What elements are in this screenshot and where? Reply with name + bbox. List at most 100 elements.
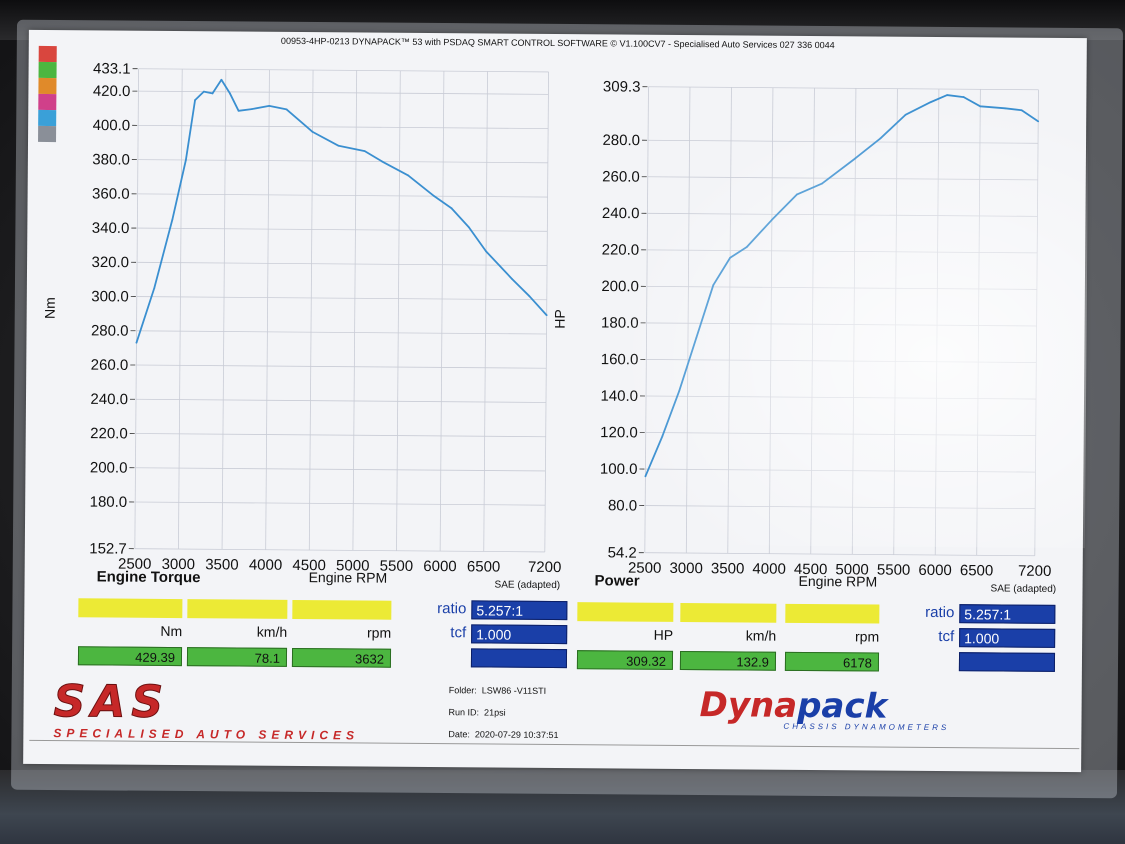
power-x-tick-label: 6500 [960,562,994,579]
torque-gridline-y [135,467,546,472]
power-gridline-x [727,87,732,554]
torque-x-tick-label: 4500 [292,557,326,574]
torque-tcf-value: 1.000 [471,624,568,645]
power-data-point [796,193,798,196]
power-gridline-x [893,88,898,555]
power-y-tick-label: 240.0 [602,205,640,222]
dynapack-logo-a: Dyna [699,685,798,726]
torque-y-tick-label: 300.0 [91,288,129,305]
power-x-tick-label: 5000 [835,561,869,578]
torque-data-point [184,159,187,161]
torque-value-rpm: 3632 [291,647,392,668]
power-yellow-1 [577,602,674,622]
power-gridline-x [976,89,981,556]
power-gridline-x [810,88,815,555]
torque-y-tick-label: 180.0 [90,494,128,511]
torque-gridline-x [352,70,358,551]
power-unit-hp: HP [653,626,674,643]
torque-yellow-3 [292,599,392,620]
torque-gridline-x [265,69,270,550]
power-value-kmh: 132.9 [679,650,777,671]
torque-gridline-y [138,68,549,73]
power-yellow-2 [680,602,777,623]
power-gridline-x [768,87,774,554]
torque-gridline-x [221,69,227,550]
power-gridline-y [646,322,1037,327]
torque-ratio-value: 5.257:1 [471,600,568,621]
power-gridline-x [934,89,940,555]
power-unit-kmh: km/h [745,627,777,644]
sas-logo: SAS [53,676,170,729]
power-gridline-y [646,395,1037,400]
power-x-tick-label: 7200 [1018,563,1052,580]
power-data-point [1004,107,1007,110]
torque-data-point [220,78,223,81]
torque-gridline-y [135,433,546,438]
power-data-point [661,435,664,438]
power-x-tick-label: 2500 [628,560,662,577]
torque-gridline-x [544,71,549,552]
power-ratio-label: ratio [925,603,955,622]
torque-y-tick-label: 400.0 [93,117,131,134]
power-y-axis-title: HP [552,309,568,329]
power-data-point [854,157,857,160]
power-gridline-y [645,432,1036,436]
torque-data-point [363,150,366,153]
dyno-charts: 152.7 180.0 200.0 220.0 240.0 260.0 280.0 300.0… [42,60,1052,580]
torque-value-kmh: 78.1 [186,647,288,667]
power-x-tick-label: 4500 [794,561,828,578]
torque-x-tick-label: 3000 [162,556,196,573]
torque-y-tick-label: 200.0 [90,459,128,476]
dyno-sheet: 00953-4HP-0213 DYNAPACK™ 53 with PSDAQ S… [23,29,1089,773]
power-data-point [729,256,732,259]
torque-x-tick-label: 4000 [249,557,283,574]
folder-value: LSW86 -V11STI [481,685,547,696]
power-y-tick-label: 80.0 [608,497,637,514]
power-data-point [745,246,748,248]
torque-x-tick-label: 5000 [336,557,370,574]
power-gridline-x [644,86,649,553]
torque-data-point [433,195,436,198]
torque-gridline-x [178,69,183,550]
power-x-tick-label: 3000 [669,560,703,577]
torque-y-tick-label: 220.0 [90,425,128,442]
torque-x-tick-label: 2500 [118,556,152,573]
power-yellow-3 [785,603,880,624]
torque-gridline-y [135,501,546,506]
torque-y-tick-label: 340.0 [92,220,130,237]
torque-y-tick-label: 433.1 [93,60,131,77]
power-y-tick-label: 100.0 [600,461,638,478]
torque-x-tick-label: 5500 [380,558,414,575]
power-tcf-value: 1.000 [959,628,1056,648]
power-data-point [770,218,773,221]
torque-y-axis-title: Nm [42,297,58,319]
torque-gridline-y [136,364,547,369]
power-y-tick-label: 120.0 [600,424,638,441]
torque-x-tick-label: 6500 [467,558,501,575]
torque-data-point [407,174,410,177]
torque-y-tick-label: 280.0 [91,322,129,339]
run-label: Run ID: [448,707,480,718]
torque-y-tick-label: 320.0 [91,254,129,271]
date-value: 2020-07-29 10:37:51 [474,729,559,741]
power-x-tick-label: 5500 [877,562,911,579]
power-x-tick-label: 3500 [711,560,745,577]
power-gridline-y [647,212,1038,217]
torque-data-point [153,287,156,290]
torque-data-point [229,92,231,95]
power-y-tick-label: 280.0 [602,132,640,149]
torque-data-point [485,250,488,253]
torque-blank-box [470,648,568,669]
torque-data-point [202,90,205,93]
power-title: Power [594,572,640,590]
torque-y-tick-label: 152.7 [89,540,127,557]
power-x-tick-label: 4000 [752,561,786,578]
power-x-tick-label: 6000 [918,562,952,579]
torque-gridline-y [137,193,548,198]
power-gridline-y [647,249,1038,254]
torque-gridline-x [308,70,314,551]
power-gridline-y [648,139,1039,144]
torque-yellow-2 [187,599,288,619]
power-gridline-y [646,359,1037,363]
dynapack-logo-subtitle: CHASSIS DYNAMOMETERS [783,721,950,733]
